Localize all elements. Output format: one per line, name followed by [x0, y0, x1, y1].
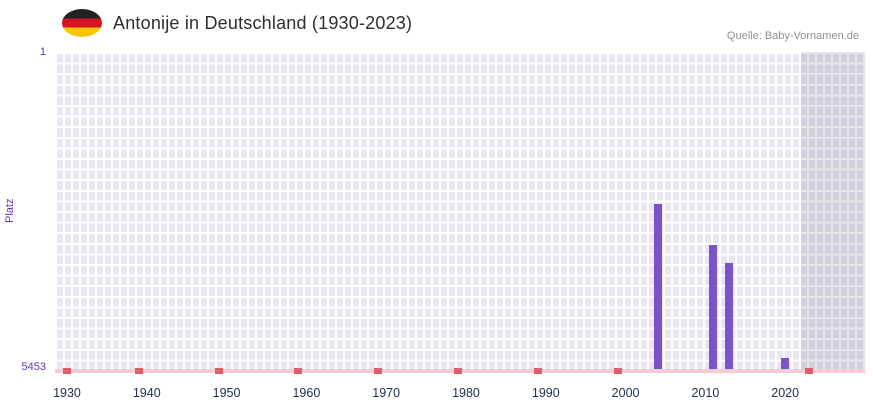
x-tick-1940: 1940 — [132, 386, 161, 400]
plot-area — [55, 52, 865, 370]
y-axis-title: Platz — [4, 198, 16, 224]
no-rank-marker-1930 — [62, 368, 71, 374]
x-tick-1950: 1950 — [212, 386, 241, 400]
bar-2004[interactable] — [653, 203, 662, 370]
no-rank-marker-1979 — [454, 368, 462, 374]
source-credit-link[interactable]: Quelle: Baby-Vornamen.de — [726, 30, 859, 42]
x-tick-1980: 1980 — [452, 386, 480, 400]
no-rank-marker-1939 — [134, 368, 143, 374]
y-tick-bottom: 5453 — [21, 361, 46, 373]
german-flag-icon — [62, 9, 102, 37]
y-tick-top: 1 — [39, 46, 46, 58]
x-tick-2020: 2020 — [771, 386, 800, 400]
x-tick-1960: 1960 — [292, 386, 321, 400]
recent-years-band — [801, 52, 865, 370]
baseline-row — [55, 368, 865, 376]
bar-2013[interactable] — [725, 263, 734, 370]
x-tick-1970: 1970 — [372, 386, 401, 400]
no-rank-marker-1949 — [214, 368, 223, 374]
no-rank-marker-2023 — [805, 368, 814, 374]
x-tick-2000: 2000 — [611, 386, 640, 400]
chart-header: Antonije in Deutschland (1930-2023) Quel… — [0, 0, 873, 48]
no-rank-marker-1999 — [613, 368, 622, 374]
x-tick-1930: 1930 — [53, 386, 81, 400]
page-title: Antonije in Deutschland (1930-2023) — [113, 13, 413, 33]
no-rank-marker-1969 — [374, 368, 383, 374]
x-axis-labels: 1930 1940 1950 1960 1970 1980 1990 2000 2010 2020 — [53, 386, 865, 404]
bar-2020[interactable] — [781, 358, 790, 370]
bar-2011[interactable] — [709, 245, 718, 370]
no-rank-marker-1959 — [294, 368, 303, 374]
x-tick-1990: 1990 — [531, 386, 560, 400]
x-tick-2010: 2010 — [691, 386, 720, 400]
no-rank-marker-1989 — [533, 368, 542, 374]
